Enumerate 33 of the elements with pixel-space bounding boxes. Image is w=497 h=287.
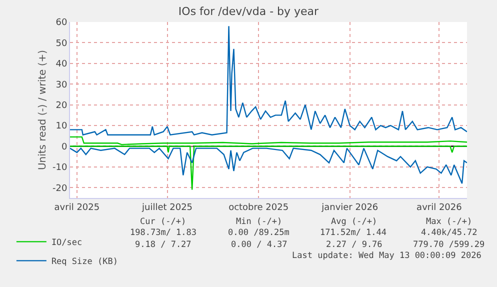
text: Cur (-/+) — [140, 217, 186, 227]
text: 0.00 /89.25m — [228, 228, 290, 238]
text: 0.00 / 4.37 — [231, 240, 288, 250]
y-axis-title: Units read (-) / write (+) — [37, 50, 48, 170]
y-tick-label: 40 — [56, 60, 68, 70]
legend-label: Req Size (KB) — [51, 256, 118, 267]
text: 198.73m/ 1.83 — [130, 228, 197, 238]
x-tick-label: avril 2026 — [416, 202, 462, 213]
text: 9.18 / 7.27 — [135, 240, 192, 250]
text: Max (-/+) — [426, 217, 472, 227]
text: 4.40k/45.72 — [421, 228, 478, 238]
line-series — [70, 148, 467, 184]
text: 171.52m/ 1.44 — [320, 228, 387, 238]
y-tick-label: 20 — [56, 100, 68, 111]
line-series — [70, 26, 467, 136]
text: Avg (-/+) — [331, 217, 378, 227]
y-tick-label: 30 — [56, 80, 68, 90]
x-tick-label: janvier 2026 — [320, 202, 378, 213]
x-tick-label: juillet 2025 — [140, 202, 193, 213]
y-tick-label: 10 — [56, 122, 68, 132]
text: Min (-/+) — [236, 217, 282, 227]
y-tick-label: 50 — [56, 38, 68, 49]
y-tick-label: -20 — [52, 184, 68, 194]
text: 779.70 /599.29 — [413, 240, 485, 250]
chart-title: IOs for /dev/vda - by year — [178, 4, 320, 18]
text: Last update: Wed May 13 00:00:09 2026 — [292, 251, 482, 261]
y-tick-label: -10 — [52, 163, 68, 174]
y-tick-label: 60 — [56, 18, 68, 28]
text: 2.27 / 9.76 — [326, 240, 382, 250]
x-tick-label: octobre 2025 — [228, 202, 289, 213]
y-tick-label: 0 — [61, 142, 68, 152]
legend-label: IO/sec — [51, 238, 82, 248]
x-tick-label: avril 2025 — [54, 202, 100, 213]
